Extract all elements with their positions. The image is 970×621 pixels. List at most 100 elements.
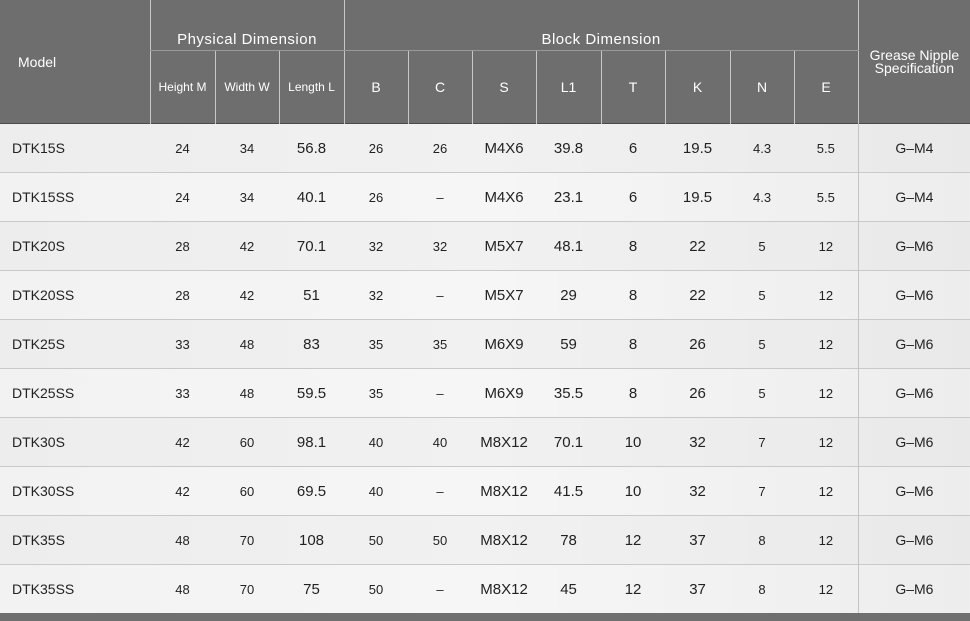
header-e: E <box>793 50 859 124</box>
cell-b: 26 <box>344 123 409 173</box>
cell-grease: G–M6 <box>857 319 970 369</box>
header-width: Width W <box>214 50 279 124</box>
header-k: K <box>664 50 731 124</box>
cell-length: 98.1 <box>279 417 345 467</box>
cell-k: 32 <box>665 466 731 516</box>
cell-n: 5 <box>730 319 795 369</box>
header-c: C <box>407 50 473 124</box>
cell-n: 4.3 <box>730 123 795 173</box>
cell-width: 48 <box>215 368 279 418</box>
cell-b: 26 <box>344 172 409 222</box>
cell-height: 33 <box>150 368 215 418</box>
table-row: DTK20SS 28 42 51 32 – M5X7 29 8 22 5 12 … <box>0 270 970 320</box>
header-row-groups: Model Physical Dimension Block Dimension… <box>0 0 970 124</box>
cell-length: 40.1 <box>279 172 345 222</box>
cell-k: 26 <box>665 368 731 418</box>
cell-s: M8X12 <box>472 417 537 467</box>
cell-s: M8X12 <box>472 466 537 516</box>
cell-l1: 23.1 <box>536 172 602 222</box>
cell-l1: 35.5 <box>536 368 602 418</box>
cell-height: 42 <box>150 417 215 467</box>
cell-length: 69.5 <box>279 466 345 516</box>
cell-width: 34 <box>215 172 279 222</box>
cell-l1: 45 <box>536 564 602 613</box>
header-s: S <box>471 50 537 124</box>
cell-model: DTK35S <box>0 515 150 565</box>
cell-n: 5 <box>730 270 795 320</box>
header-grease-nipple: Grease Nipple Specification <box>857 0 970 124</box>
header-row-columns: Height M Width W Length L B C S L1 T K N… <box>0 50 970 124</box>
cell-e: 12 <box>794 319 859 369</box>
header-model: Model <box>18 53 57 70</box>
header-n: N <box>729 50 795 124</box>
cell-k: 19.5 <box>665 172 731 222</box>
cell-b: 50 <box>344 564 409 613</box>
cell-length: 83 <box>279 319 345 369</box>
cell-b: 32 <box>344 221 409 271</box>
cell-n: 7 <box>730 417 795 467</box>
table-row: DTK15S 24 34 56.8 26 26 M4X6 39.8 6 19.5… <box>0 123 970 173</box>
cell-k: 19.5 <box>665 123 731 173</box>
cell-l1: 41.5 <box>536 466 602 516</box>
table-row: DTK25SS 33 48 59.5 35 – M6X9 35.5 8 26 5… <box>0 368 970 418</box>
cell-t: 8 <box>601 368 666 418</box>
cell-c: – <box>408 368 473 418</box>
cell-n: 5 <box>730 368 795 418</box>
cell-height: 48 <box>150 564 215 613</box>
cell-n: 8 <box>730 564 795 613</box>
cell-height: 28 <box>150 270 215 320</box>
cell-width: 34 <box>215 123 279 173</box>
cell-width: 60 <box>215 466 279 516</box>
cell-t: 12 <box>601 564 666 613</box>
cell-l1: 78 <box>536 515 602 565</box>
cell-height: 28 <box>150 221 215 271</box>
cell-length: 51 <box>279 270 345 320</box>
cell-l1: 59 <box>536 319 602 369</box>
header-length: Length L <box>278 50 345 124</box>
cell-width: 48 <box>215 319 279 369</box>
cell-model: DTK30SS <box>0 466 150 516</box>
cell-b: 40 <box>344 417 409 467</box>
cell-k: 32 <box>665 417 731 467</box>
cell-s: M5X7 <box>472 270 537 320</box>
cell-model: DTK25SS <box>0 368 150 418</box>
cell-c: 32 <box>408 221 473 271</box>
cell-height: 24 <box>150 172 215 222</box>
cell-l1: 70.1 <box>536 417 602 467</box>
cell-c: – <box>408 172 473 222</box>
table-body: DTK15S 24 34 56.8 26 26 M4X6 39.8 6 19.5… <box>0 123 970 613</box>
cell-n: 8 <box>730 515 795 565</box>
cell-l1: 39.8 <box>536 123 602 173</box>
cell-height: 33 <box>150 319 215 369</box>
table-row: DTK35SS 48 70 75 50 – M8X12 45 12 37 8 1… <box>0 564 970 613</box>
cell-c: – <box>408 270 473 320</box>
cell-t: 6 <box>601 123 666 173</box>
cell-s: M8X12 <box>472 564 537 613</box>
cell-s: M8X12 <box>472 515 537 565</box>
cell-t: 10 <box>601 466 666 516</box>
table-row: DTK15SS 24 34 40.1 26 – M4X6 23.1 6 19.5… <box>0 172 970 222</box>
cell-width: 70 <box>215 515 279 565</box>
cell-model: DTK15SS <box>0 172 150 222</box>
cell-grease: G–M6 <box>857 417 970 467</box>
header-b: B <box>343 50 409 124</box>
cell-grease: G–M4 <box>857 123 970 173</box>
cell-c: – <box>408 466 473 516</box>
cell-model: DTK20SS <box>0 270 150 320</box>
cell-s: M4X6 <box>472 172 537 222</box>
cell-n: 5 <box>730 221 795 271</box>
cell-grease: G–M6 <box>857 270 970 320</box>
cell-c: 35 <box>408 319 473 369</box>
cell-model: DTK30S <box>0 417 150 467</box>
cell-s: M6X9 <box>472 319 537 369</box>
table-row: DTK20S 28 42 70.1 32 32 M5X7 48.1 8 22 5… <box>0 221 970 271</box>
header-l1: L1 <box>535 50 602 124</box>
header-block-dimension: Block Dimension <box>343 0 859 51</box>
cell-e: 12 <box>794 417 859 467</box>
cell-grease: G–M6 <box>857 515 970 565</box>
table-row: DTK35S 48 70 108 50 50 M8X12 78 12 37 8 … <box>0 515 970 565</box>
cell-c: 50 <box>408 515 473 565</box>
cell-t: 12 <box>601 515 666 565</box>
cell-length: 59.5 <box>279 368 345 418</box>
cell-s: M5X7 <box>472 221 537 271</box>
